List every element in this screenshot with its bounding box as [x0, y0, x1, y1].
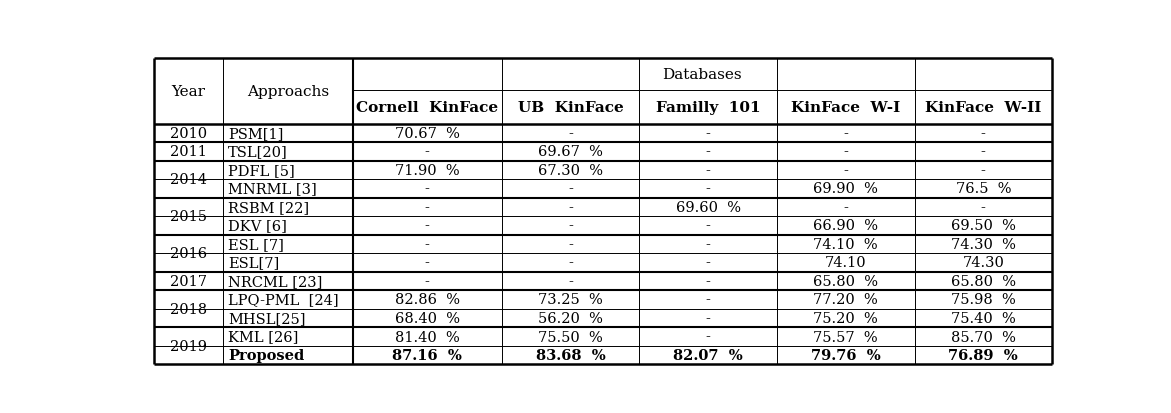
Text: 83.68  %: 83.68 % — [536, 348, 605, 362]
Text: PDFL [5]: PDFL [5] — [228, 164, 295, 178]
Text: 2011: 2011 — [170, 145, 207, 159]
Text: RSBM [22]: RSBM [22] — [228, 200, 309, 214]
Text: -: - — [568, 274, 573, 288]
Text: 75.98  %: 75.98 % — [951, 293, 1015, 307]
Text: 75.40  %: 75.40 % — [951, 311, 1015, 325]
Text: 2010: 2010 — [170, 126, 207, 140]
Text: -: - — [568, 200, 573, 214]
Text: 69.60  %: 69.60 % — [676, 200, 741, 214]
Text: 66.90  %: 66.90 % — [813, 219, 878, 233]
Text: TSL[20]: TSL[20] — [228, 145, 288, 159]
Text: -: - — [425, 200, 430, 214]
Text: 56.20  %: 56.20 % — [539, 311, 603, 325]
Text: -: - — [568, 219, 573, 233]
Text: KML [26]: KML [26] — [228, 330, 299, 344]
Text: -: - — [706, 256, 711, 270]
Text: KinFace  W-II: KinFace W-II — [925, 101, 1041, 114]
Text: 75.57  %: 75.57 % — [814, 330, 878, 344]
Text: 77.20  %: 77.20 % — [814, 293, 878, 307]
Text: 65.80  %: 65.80 % — [813, 274, 878, 288]
Text: Approachs: Approachs — [247, 85, 329, 99]
Text: Familly  101: Familly 101 — [656, 101, 760, 114]
Text: -: - — [706, 219, 711, 233]
Text: -: - — [706, 145, 711, 159]
Text: -: - — [425, 219, 430, 233]
Text: 71.90  %: 71.90 % — [395, 164, 460, 178]
Text: -: - — [706, 274, 711, 288]
Text: -: - — [568, 256, 573, 270]
Text: 75.20  %: 75.20 % — [814, 311, 878, 325]
Text: 79.76  %: 79.76 % — [810, 348, 881, 362]
Text: Year: Year — [171, 85, 205, 99]
Text: -: - — [706, 126, 711, 140]
Text: KinFace  W-I: KinFace W-I — [792, 101, 900, 114]
Text: -: - — [706, 237, 711, 252]
Text: 2015: 2015 — [170, 210, 207, 223]
Text: -: - — [425, 145, 430, 159]
Text: -: - — [706, 293, 711, 307]
Text: -: - — [843, 164, 848, 178]
Text: -: - — [425, 237, 430, 252]
Text: 74.10: 74.10 — [824, 256, 867, 270]
Text: 65.80  %: 65.80 % — [951, 274, 1015, 288]
Text: 68.40  %: 68.40 % — [395, 311, 460, 325]
Text: -: - — [706, 182, 711, 196]
Text: ESL [7]: ESL [7] — [228, 237, 285, 252]
Text: -: - — [843, 126, 848, 140]
Text: 67.30  %: 67.30 % — [539, 164, 603, 178]
Text: -: - — [568, 182, 573, 196]
Text: -: - — [981, 145, 986, 159]
Text: 85.70  %: 85.70 % — [951, 330, 1015, 344]
Text: -: - — [981, 200, 986, 214]
Text: Databases: Databases — [663, 68, 742, 82]
Text: 70.67  %: 70.67 % — [395, 126, 460, 140]
Text: -: - — [706, 164, 711, 178]
Text: 74.30: 74.30 — [963, 256, 1005, 270]
Text: 82.07  %: 82.07 % — [673, 348, 744, 362]
Text: 76.5  %: 76.5 % — [956, 182, 1011, 196]
Text: -: - — [425, 274, 430, 288]
Text: -: - — [425, 182, 430, 196]
Text: -: - — [981, 164, 986, 178]
Text: 69.50  %: 69.50 % — [951, 219, 1015, 233]
Text: NRCML [23]: NRCML [23] — [228, 274, 323, 288]
Text: MNRML [3]: MNRML [3] — [228, 182, 317, 196]
Text: ESL[7]: ESL[7] — [228, 256, 280, 270]
Text: 74.10  %: 74.10 % — [814, 237, 878, 252]
Text: 69.90  %: 69.90 % — [814, 182, 878, 196]
Text: 73.25  %: 73.25 % — [539, 293, 603, 307]
Text: 81.40  %: 81.40 % — [395, 330, 460, 344]
Text: 2017: 2017 — [170, 274, 207, 288]
Text: -: - — [843, 200, 848, 214]
Text: MHSL[25]: MHSL[25] — [228, 311, 306, 325]
Text: 69.67  %: 69.67 % — [539, 145, 603, 159]
Text: -: - — [568, 237, 573, 252]
Text: 74.30  %: 74.30 % — [951, 237, 1015, 252]
Text: DKV [6]: DKV [6] — [228, 219, 287, 233]
Text: Cornell  KinFace: Cornell KinFace — [356, 101, 499, 114]
Text: Proposed: Proposed — [228, 348, 304, 362]
Text: 2016: 2016 — [170, 247, 207, 261]
Text: -: - — [568, 126, 573, 140]
Text: 87.16  %: 87.16 % — [392, 348, 463, 362]
Text: -: - — [843, 145, 848, 159]
Text: 2014: 2014 — [170, 173, 207, 187]
Text: -: - — [706, 311, 711, 325]
Text: UB  KinFace: UB KinFace — [518, 101, 623, 114]
Text: -: - — [706, 330, 711, 344]
Text: 76.89  %: 76.89 % — [949, 348, 1018, 362]
Text: 82.86  %: 82.86 % — [395, 293, 460, 307]
Text: -: - — [981, 126, 986, 140]
Text: 2018: 2018 — [170, 302, 207, 316]
Text: -: - — [425, 256, 430, 270]
Text: PSM[1]: PSM[1] — [228, 126, 283, 140]
Text: 2019: 2019 — [170, 339, 207, 353]
Text: LPQ-PML  [24]: LPQ-PML [24] — [228, 293, 338, 307]
Text: 75.50  %: 75.50 % — [539, 330, 603, 344]
